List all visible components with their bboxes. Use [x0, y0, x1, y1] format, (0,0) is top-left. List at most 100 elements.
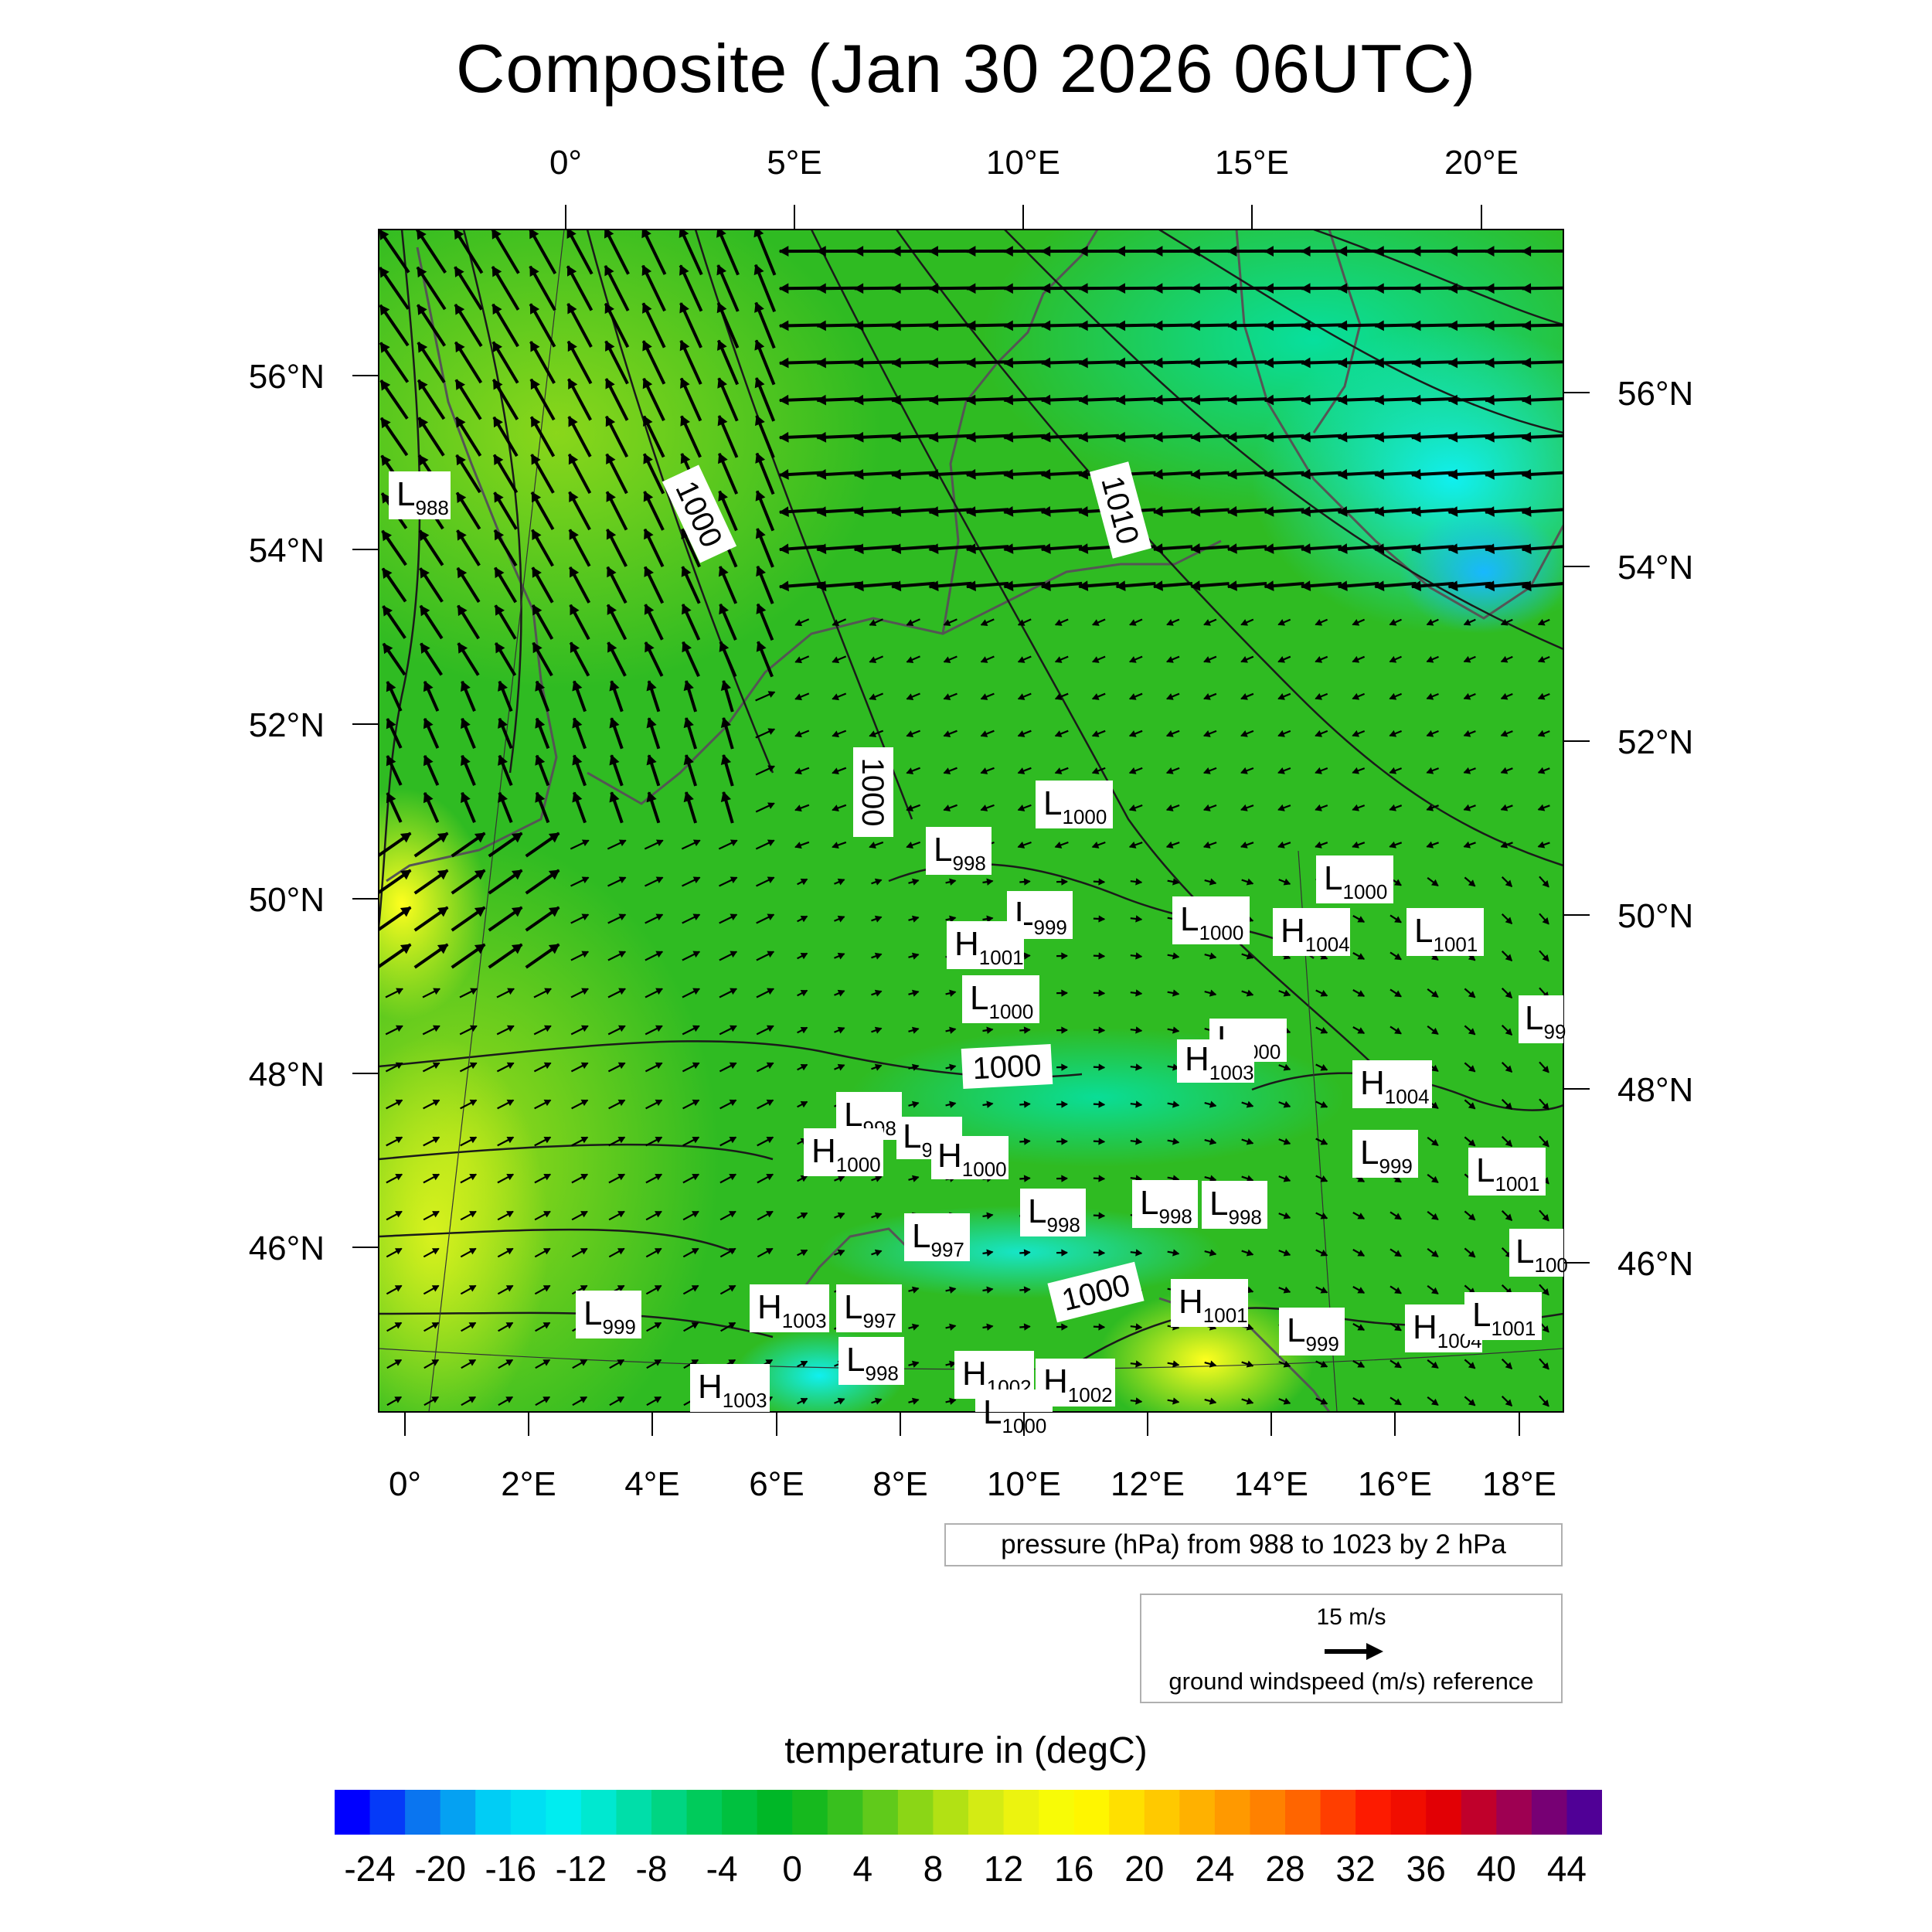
wind-arrowhead [1352, 655, 1360, 663]
wind-arrowhead [1152, 468, 1163, 480]
wind-arrowhead [729, 1062, 737, 1070]
wind-arrowhead [418, 454, 429, 466]
wind-arrowhead [1320, 1361, 1328, 1368]
wind-arrowhead [1374, 394, 1385, 406]
left-latitude-axis: 56°N 54°N 52°N 50°N 48°N 46°N [249, 358, 379, 1267]
wind-arrowhead [853, 320, 864, 332]
wind-arrowhead [380, 379, 391, 391]
wind-arrowhead [1463, 655, 1471, 663]
pressure-center-value: 1004 [1385, 1085, 1430, 1108]
wind-arrowhead [1468, 1362, 1476, 1369]
wind-arrowhead [1542, 1102, 1549, 1111]
wind-arrowhead [767, 802, 775, 809]
wind-arrowhead [382, 530, 392, 542]
wind-arrowhead [417, 379, 428, 391]
wind-arrowhead [1357, 1287, 1366, 1294]
wind-arrowhead [1240, 693, 1248, 700]
wind-arrowhead [1277, 619, 1285, 626]
wind-arrowhead [756, 565, 766, 577]
wind-arrowhead [679, 339, 690, 352]
wind-arrowhead [1430, 990, 1439, 998]
wind-arrowhead [756, 603, 767, 614]
wind-arrowhead [506, 1211, 514, 1218]
wind-arrowhead [1394, 1213, 1402, 1220]
wind-arrowhead [986, 878, 994, 886]
wind-arrowhead [1521, 431, 1532, 443]
wind-arrowhead [853, 469, 864, 480]
wind-arrowhead [1061, 1100, 1068, 1108]
wind-arrowhead [1115, 357, 1126, 369]
wind-arrowhead [1203, 693, 1211, 700]
wind-arrowhead [1430, 1250, 1439, 1257]
wind-arrowhead [543, 1359, 551, 1366]
wind-arrowhead [1091, 656, 1100, 663]
wind-arrowhead [1505, 1065, 1513, 1073]
wind-arrowhead [379, 267, 389, 278]
wind-arrowhead [1172, 1026, 1180, 1034]
wind-arrowhead [431, 1396, 440, 1403]
wind-arrowhead [800, 1026, 808, 1034]
wind-arrowhead [379, 342, 390, 353]
wind-arrowhead [468, 1359, 477, 1366]
wind-arrowhead [1389, 841, 1396, 849]
wind-arrowhead [1277, 804, 1285, 811]
wind-arrowhead [1098, 989, 1106, 997]
wind-arrowhead [911, 989, 920, 997]
wind-arrowhead [1320, 1175, 1328, 1182]
wind-arrowhead [965, 283, 976, 294]
wind-arrowhead [965, 246, 976, 257]
wind-arrowhead [1374, 543, 1385, 554]
wind-arrowhead [1264, 246, 1274, 257]
wind-arrowhead [1337, 320, 1348, 332]
wind-arrowhead [767, 951, 775, 958]
wind-arrowhead [529, 265, 539, 277]
wind-arrowhead [1447, 246, 1458, 257]
wind-arrowhead [394, 1396, 403, 1403]
wind-arrowhead [1484, 431, 1495, 443]
pressure-center-letter: L [1476, 1151, 1495, 1189]
wind-arrowhead [437, 906, 449, 917]
wind-arrowhead [1115, 394, 1126, 406]
wind-arrowhead [729, 1136, 737, 1144]
wind-arrowhead [1301, 543, 1311, 554]
wind-arrowhead [1500, 841, 1509, 849]
chart-title: Composite (Jan 30 2026 06UTC) [455, 30, 1477, 107]
wind-arrowhead [1129, 619, 1137, 626]
wind-arrowhead [1301, 431, 1311, 443]
wind-arrowhead [679, 230, 689, 239]
wind-arrowhead [692, 1211, 699, 1218]
wind-arrowhead [1320, 1101, 1328, 1108]
wind-arrowhead [418, 417, 429, 428]
wind-arrowhead [511, 869, 523, 880]
svg-text:H1001: H1001 [954, 925, 1024, 969]
wind-arrowhead [1246, 1138, 1254, 1145]
wind-arrowhead [767, 765, 775, 772]
wind-arrowhead [420, 642, 430, 654]
wind-arrowhead [1023, 952, 1031, 960]
wind-arrowhead [532, 641, 543, 654]
wind-arrowhead [543, 1396, 551, 1403]
wind-arrowhead [400, 832, 412, 843]
wind-arrowhead [1226, 357, 1237, 369]
colorbar-tick-label: 12 [984, 1849, 1023, 1889]
pressure-center-value: 999 [1379, 1155, 1412, 1178]
wind-arrowhead [1172, 1138, 1180, 1145]
wind-arrowhead [1485, 543, 1495, 555]
wind-arrowhead [1357, 1398, 1366, 1405]
bottom-lon-label: 16°E [1358, 1465, 1432, 1503]
colorbar-cell [792, 1790, 828, 1835]
wind-arrowhead [778, 246, 789, 257]
bottom-lon-label: 4°E [624, 1465, 679, 1503]
wind-arrowhead [1430, 1175, 1439, 1183]
svg-text:L1000: L1000 [1043, 784, 1107, 828]
colorbar-tick-label: -24 [344, 1849, 395, 1889]
pressure-center-value: 1002 [1068, 1383, 1113, 1406]
wind-arrowhead [1521, 580, 1532, 592]
wind-arrowhead [816, 283, 826, 294]
bottom-lon-label: 10°E [987, 1465, 1061, 1503]
wind-arrowhead [1003, 357, 1014, 369]
wind-arrowhead [1468, 1139, 1476, 1147]
wind-arrowhead [1040, 246, 1051, 257]
wind-arrowhead [474, 906, 486, 917]
top-lon-label: 15°E [1215, 144, 1289, 182]
